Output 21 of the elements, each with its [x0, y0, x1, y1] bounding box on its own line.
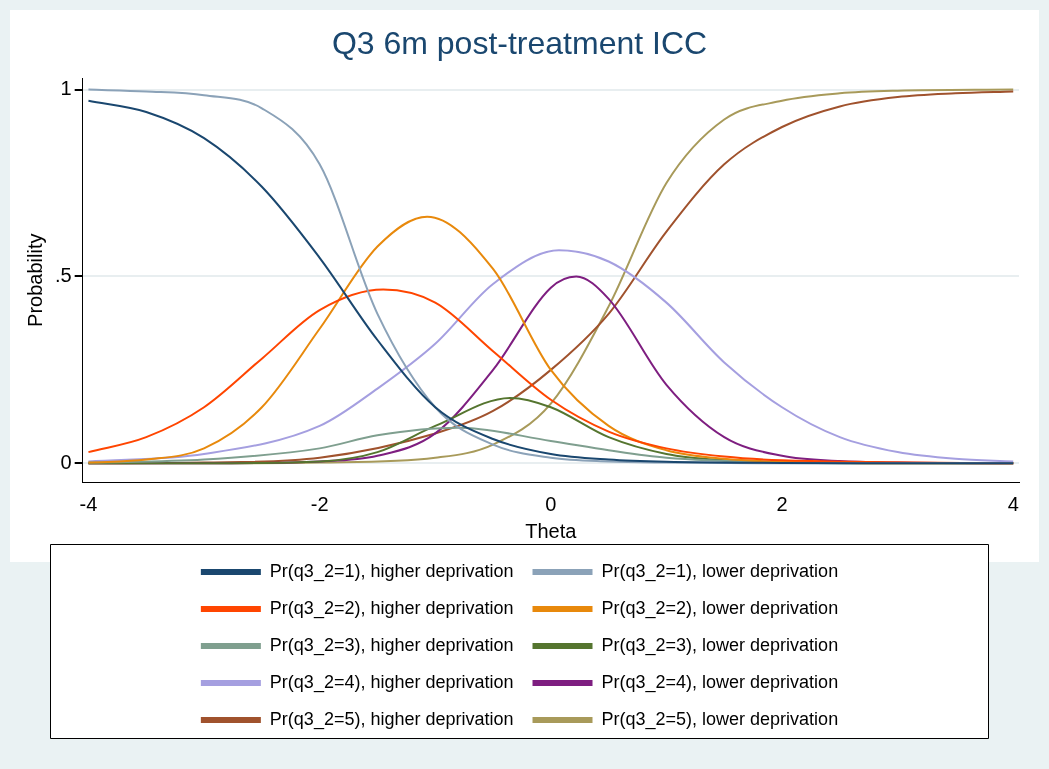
- legend-label: Pr(q3_2=5), lower deprivation: [601, 708, 839, 730]
- chart-title: Q3 6m post-treatment ICC: [331, 25, 708, 62]
- y-tick-label: 0: [60, 450, 72, 473]
- y-axis-title: Probability: [23, 233, 46, 327]
- x-tick-label: 2: [776, 492, 788, 515]
- legend-label: Pr(q3_2=1), lower deprivation: [601, 560, 839, 582]
- legend-label: Pr(q3_2=3), higher deprivation: [269, 634, 514, 656]
- legend-label: Pr(q3_2=4), higher deprivation: [269, 671, 514, 693]
- x-tick-label: -2: [310, 492, 329, 515]
- legend-label: Pr(q3_2=3), lower deprivation: [601, 634, 839, 656]
- x-axis-title: Theta: [525, 519, 578, 542]
- x-tick-label: 4: [1007, 492, 1019, 515]
- y-tick-label: 1: [60, 77, 72, 100]
- x-tick-label: -4: [79, 492, 98, 515]
- legend-label: Pr(q3_2=1), higher deprivation: [269, 560, 514, 582]
- legend-label: Pr(q3_2=4), lower deprivation: [601, 671, 839, 693]
- legend-label: Pr(q3_2=2), lower deprivation: [601, 597, 839, 619]
- legend-label: Pr(q3_2=5), higher deprivation: [269, 708, 514, 730]
- x-tick-label: 0: [545, 492, 557, 515]
- y-tick-label: .5: [54, 263, 72, 286]
- legend-label: Pr(q3_2=2), higher deprivation: [269, 597, 514, 619]
